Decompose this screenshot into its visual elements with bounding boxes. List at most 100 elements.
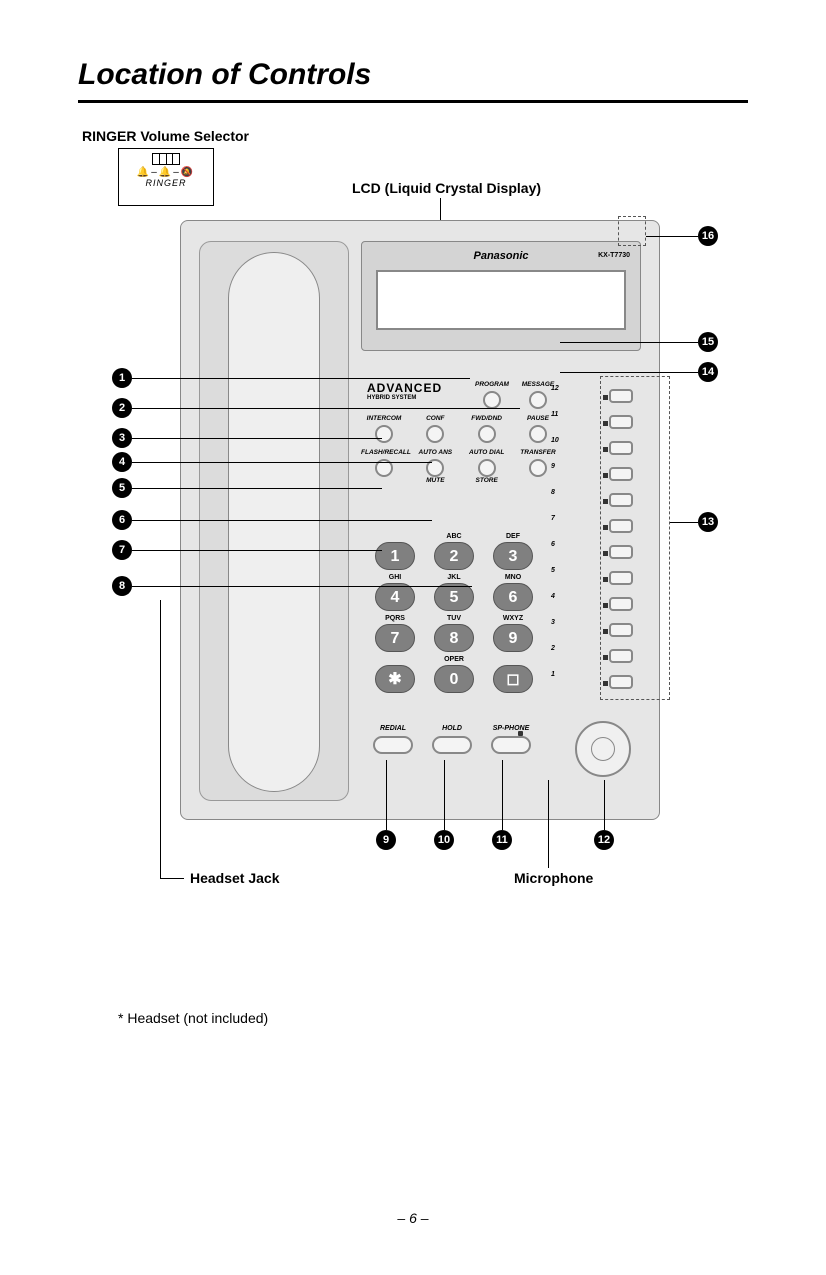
key-5[interactable]: 5 — [434, 583, 474, 611]
callout-8: 8 — [112, 576, 132, 596]
leader-1 — [132, 378, 470, 379]
leader-14 — [560, 372, 698, 373]
callout-1: 1 — [112, 368, 132, 388]
leader-9 — [386, 760, 387, 830]
callout-11: 11 — [492, 830, 512, 850]
pause-button[interactable] — [529, 425, 547, 443]
key-6[interactable]: 6 — [493, 583, 533, 611]
keystar-label — [369, 656, 421, 665]
key-9[interactable]: 9 — [493, 624, 533, 652]
callout-10: 10 — [434, 830, 454, 850]
key-8[interactable]: 8 — [434, 624, 474, 652]
leader-mic — [548, 780, 549, 868]
transfer-button[interactable] — [529, 459, 547, 477]
key8-label: TUV — [428, 615, 480, 624]
key3-label: DEF — [487, 533, 539, 542]
function-area: PROGRAM MESSAGE INTERCOM CONF FWD/DND PA… — [361, 381, 561, 485]
model-label: KX-T7730 — [598, 252, 630, 259]
co-dashed-box — [600, 376, 670, 700]
store-label: STORE — [464, 477, 510, 485]
key-3[interactable]: 3 — [493, 542, 533, 570]
flash-label: FLASH/RECALL — [361, 449, 407, 457]
spphone-button[interactable] — [491, 736, 531, 754]
title-rule — [78, 100, 748, 103]
message-button[interactable] — [529, 391, 547, 409]
co-num-8: 8 — [551, 487, 577, 513]
callout-16: 16 — [698, 226, 718, 246]
lcd-screen — [376, 270, 626, 330]
autodial-button[interactable] — [478, 459, 496, 477]
key6-label: MNO — [487, 574, 539, 583]
leader-12 — [604, 780, 605, 830]
leader-7 — [132, 550, 382, 551]
key0-label: OPER — [428, 656, 480, 665]
co-numbers: 1 2 3 4 5 6 7 8 9 10 11 12 — [551, 383, 577, 695]
callout-14: 14 — [698, 362, 718, 382]
autoans-label: AUTO ANS — [412, 449, 458, 457]
co-num-10: 10 — [551, 435, 577, 461]
headset-jack-label: Headset Jack — [190, 870, 280, 886]
leader-3 — [132, 438, 382, 439]
co-num-9: 9 — [551, 461, 577, 487]
callout-9: 9 — [376, 830, 396, 850]
co-num-1: 1 — [551, 669, 577, 695]
leader-15 — [560, 342, 698, 343]
co-num-6: 6 — [551, 539, 577, 565]
footnote: * Headset (not included) — [118, 1010, 268, 1026]
key-2[interactable]: 2 — [434, 542, 474, 570]
key-7[interactable]: 7 — [375, 624, 415, 652]
navigator-center — [591, 737, 615, 761]
callout-4: 4 — [112, 452, 132, 472]
ringer-box: 🔔–🔔–🔕 RINGER — [118, 148, 214, 206]
ringer-word: RINGER — [119, 178, 213, 188]
navigator-wheel[interactable] — [575, 721, 631, 777]
key-star[interactable]: ✱ — [375, 665, 415, 693]
callout-15: 15 — [698, 332, 718, 352]
intercom-button[interactable] — [375, 425, 393, 443]
co-num-12: 12 — [551, 383, 577, 409]
fwddnd-label: FWD/DND — [464, 415, 510, 423]
program-label: PROGRAM — [469, 381, 515, 389]
key2-label: ABC — [428, 533, 480, 542]
leader-16 — [646, 236, 698, 237]
spphone-label: SP-PHONE — [485, 725, 537, 732]
leader-8 — [132, 586, 472, 587]
ringer-slider-icon — [152, 153, 180, 165]
key-0[interactable]: 0 — [434, 665, 474, 693]
intercom-label: INTERCOM — [361, 415, 407, 423]
key-hash[interactable]: ◻ — [493, 665, 533, 693]
redial-button[interactable] — [373, 736, 413, 754]
key-4[interactable]: 4 — [375, 583, 415, 611]
keyhash-label — [487, 656, 539, 665]
lcd-panel: Panasonic KX-T7730 — [361, 241, 641, 351]
callout-13: 13 — [698, 512, 718, 532]
leader-11 — [502, 760, 503, 830]
mute-label: MUTE — [412, 477, 458, 485]
handset — [228, 252, 320, 792]
leader-headset-v — [160, 600, 161, 878]
program-button[interactable] — [483, 391, 501, 409]
callout-5: 5 — [112, 478, 132, 498]
key-1[interactable]: 1 — [375, 542, 415, 570]
callout-7: 7 — [112, 540, 132, 560]
callout-6: 6 — [112, 510, 132, 530]
leader-5 — [132, 488, 382, 489]
fwddnd-button[interactable] — [478, 425, 496, 443]
page-title: Location of Controls — [78, 58, 371, 92]
co-num-3: 3 — [551, 617, 577, 643]
co-num-11: 11 — [551, 409, 577, 435]
callout-2: 2 — [112, 398, 132, 418]
handset-slot — [199, 241, 349, 801]
co-num-5: 5 — [551, 565, 577, 591]
autodial-label: AUTO DIAL — [464, 449, 510, 457]
conf-label: CONF — [412, 415, 458, 423]
leader-6 — [132, 520, 432, 521]
callout-3: 3 — [112, 428, 132, 448]
co-num-2: 2 — [551, 643, 577, 669]
hold-button[interactable] — [432, 736, 472, 754]
key4-label: GHI — [369, 574, 421, 583]
conf-button[interactable] — [426, 425, 444, 443]
callout-12: 12 — [594, 830, 614, 850]
leader-headset-h — [160, 878, 184, 879]
co-num-4: 4 — [551, 591, 577, 617]
